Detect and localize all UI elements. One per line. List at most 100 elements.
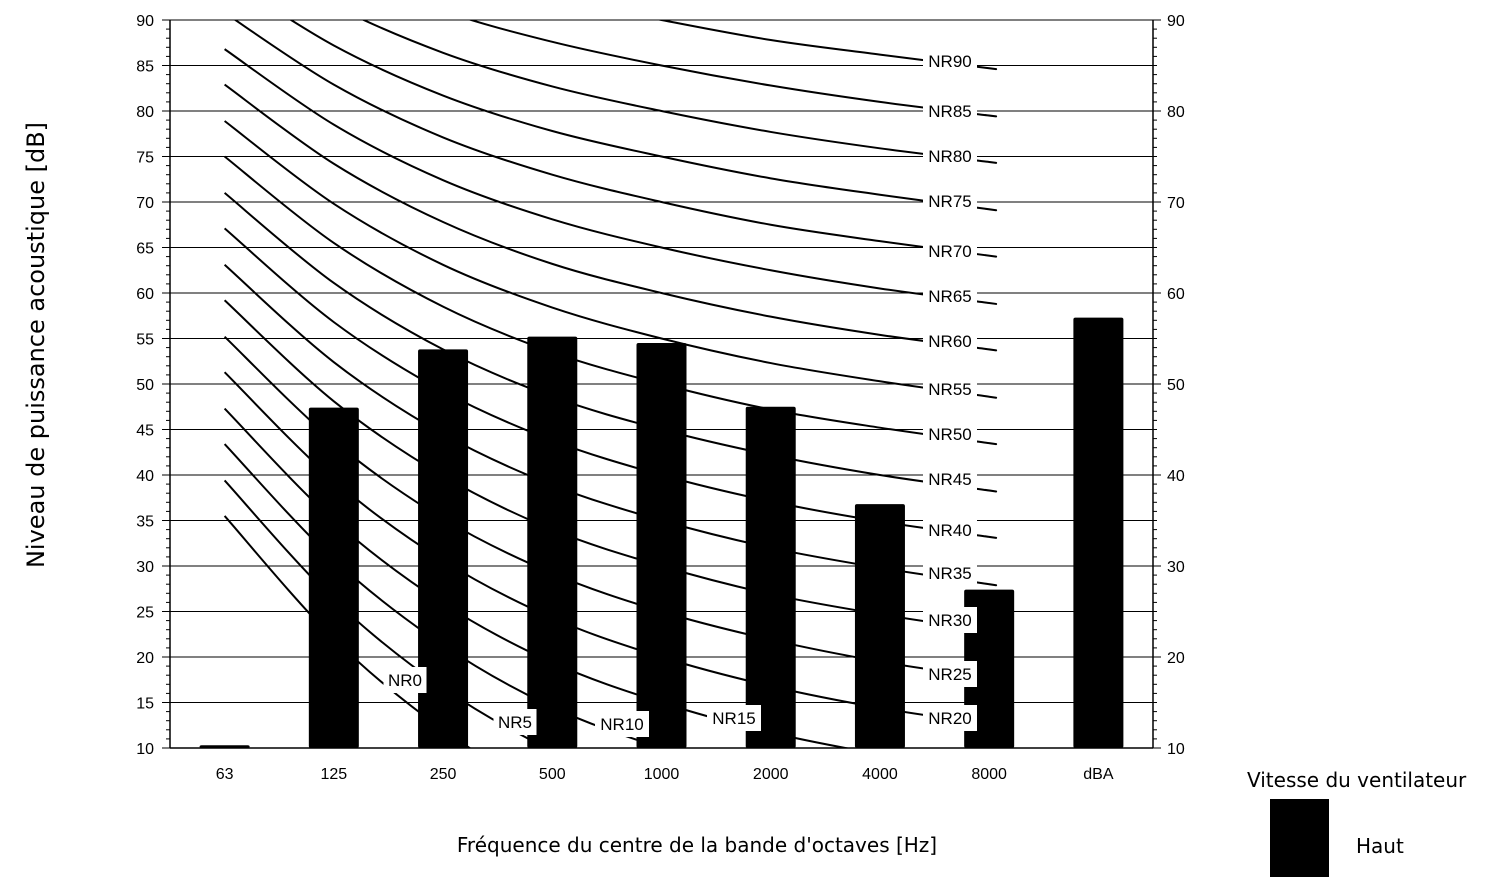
nr-label-NR85: NR85: [928, 102, 971, 121]
nr-label-NR65: NR65: [928, 287, 971, 306]
y-tick-label-left: 40: [136, 468, 154, 485]
nr-label-bg: [923, 705, 977, 731]
y-tick-label-left: 90: [136, 13, 154, 30]
nr-label-NR45: NR45: [928, 470, 971, 489]
x-tick-label: 63: [216, 766, 234, 783]
nr-curve-NR5: [223, 479, 549, 748]
nr-label-bg: [923, 98, 977, 124]
x-tick-label: 500: [539, 766, 566, 783]
nr-label-bg: [923, 607, 977, 633]
nr-curve-NR85: [467, 20, 998, 118]
y-tick-label-left: 10: [136, 741, 154, 758]
nr-label-NR55: NR55: [928, 380, 971, 399]
y-tick-label-right: 40: [1167, 468, 1185, 485]
legend-swatch-haut: [1270, 799, 1329, 877]
nr-curve-NR15: [223, 407, 851, 748]
nr-label-bg: [923, 517, 977, 543]
nr-label-NR80: NR80: [928, 147, 971, 166]
nr-label-NR20: NR20: [928, 709, 971, 728]
nr-curve-NR50: [223, 155, 998, 446]
nr-label-bg: [923, 188, 977, 214]
nr-label-NR5: NR5: [498, 713, 532, 732]
nr-label-bg: [923, 328, 977, 354]
nr-labels: NR0 NR5 NR10 NR15 NR20 NR25 NR30 NR35 NR40 NR45 NR…: [383, 48, 977, 737]
nr-curve-NR90: [656, 20, 998, 71]
nr-label-bg: [923, 376, 977, 402]
nr-label-bg: [923, 143, 977, 169]
nr-curve-NR75: [289, 20, 998, 212]
nr-label-NR70: NR70: [928, 242, 971, 261]
nr-label-NR15: NR15: [712, 709, 755, 728]
y-tick-label-right: 20: [1167, 650, 1185, 667]
y-tick-label-left: 25: [136, 605, 154, 622]
y-tick-label-left: 60: [136, 286, 154, 303]
bar-125: [308, 407, 359, 748]
nr-label-NR75: NR75: [928, 192, 971, 211]
x-tick-label: 1000: [644, 766, 680, 783]
nr-curve-NR0: [223, 515, 472, 748]
bar-2000: [745, 406, 796, 748]
y-tick-label-left: 65: [136, 241, 154, 258]
nr-label-bg: [383, 667, 427, 693]
nr-label-NR50: NR50: [928, 425, 971, 444]
y-axis-title: Niveau de puissance acoustique [dB]: [22, 122, 50, 568]
nr-label-bg: [923, 48, 977, 74]
y-tick-label-left: 45: [136, 423, 154, 440]
nr-curve-NR10: [223, 443, 665, 748]
x-tick-label: dBA: [1083, 766, 1114, 783]
y-tick-label-left: 35: [136, 514, 154, 531]
y-tick-label-left: 30: [136, 559, 154, 576]
bar-250: [418, 349, 469, 748]
nr-label-NR90: NR90: [928, 52, 971, 71]
bar-dBA: [1073, 317, 1124, 748]
bar-1000: [636, 343, 687, 748]
nr-label-bg: [595, 711, 649, 737]
x-tick-label: 250: [430, 766, 457, 783]
legend: Vitesse du ventilateur Haut: [1247, 768, 1467, 877]
y-tick-label-right: 50: [1167, 377, 1185, 394]
nr-label-bg: [923, 283, 977, 309]
y-tick-label-right: 80: [1167, 104, 1185, 121]
x-tick-label: 2000: [753, 766, 789, 783]
y-tick-label-left: 50: [136, 377, 154, 394]
nr-label-NR40: NR40: [928, 521, 971, 540]
axes: 10 15 20 25 30 35 40 45 50 55 60 65 70 75 80 85 90 10 20 30…: [136, 13, 1185, 783]
nr-label-bg: [707, 705, 761, 731]
x-tick-label: 4000: [862, 766, 898, 783]
nr-label-bg: [923, 661, 977, 687]
x-axis-title: Fréquence du centre de la bande d'octave…: [457, 833, 937, 857]
y-tick-label-right: 60: [1167, 286, 1185, 303]
y-tick-label-right: 70: [1167, 195, 1185, 212]
nr-label-bg: [923, 238, 977, 264]
y-tick-label-left: 85: [136, 59, 154, 76]
y-tick-label-left: 70: [136, 195, 154, 212]
nr-label-bg: [493, 709, 537, 735]
y-tick-label-right: 10: [1167, 741, 1185, 758]
y-tick-label-right: 30: [1167, 559, 1185, 576]
y-tick-label-left: 80: [136, 104, 154, 121]
legend-label-haut: Haut: [1356, 834, 1404, 858]
y-tick-label-right: 90: [1167, 13, 1185, 30]
nr-label-NR0: NR0: [388, 671, 422, 690]
nr-curve-NR60: [224, 83, 998, 352]
nr-label-NR30: NR30: [928, 611, 971, 630]
nr-label-NR60: NR60: [928, 332, 971, 351]
bars: [199, 317, 1124, 748]
nr-curve-NR55: [224, 120, 998, 399]
y-tick-label-left: 75: [136, 150, 154, 167]
nr-curve-NR80: [361, 20, 998, 164]
nr-label-bg: [923, 421, 977, 447]
bar-500: [527, 336, 578, 748]
nr-label-NR10: NR10: [600, 715, 643, 734]
x-tick-label: 8000: [971, 766, 1007, 783]
y-tick-label-left: 15: [136, 696, 154, 713]
nr-label-NR35: NR35: [928, 564, 971, 583]
y-tick-label-left: 20: [136, 650, 154, 667]
nr-label-bg: [923, 466, 977, 492]
y-tick-label-left: 55: [136, 332, 154, 349]
nr-label-bg: [923, 560, 977, 586]
nr-label-NR25: NR25: [928, 665, 971, 684]
x-tick-label: 125: [320, 766, 347, 783]
legend-title: Vitesse du ventilateur: [1247, 768, 1467, 792]
